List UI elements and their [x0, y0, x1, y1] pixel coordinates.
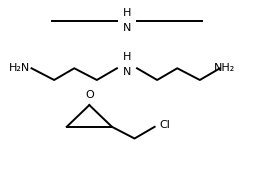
Text: N: N — [123, 67, 131, 77]
Text: H: H — [123, 8, 131, 18]
Text: N: N — [123, 23, 131, 33]
Text: O: O — [85, 90, 94, 100]
Text: NH₂: NH₂ — [214, 63, 235, 73]
Text: H₂N: H₂N — [9, 63, 30, 73]
Text: H: H — [123, 52, 131, 62]
Text: Cl: Cl — [160, 120, 170, 130]
